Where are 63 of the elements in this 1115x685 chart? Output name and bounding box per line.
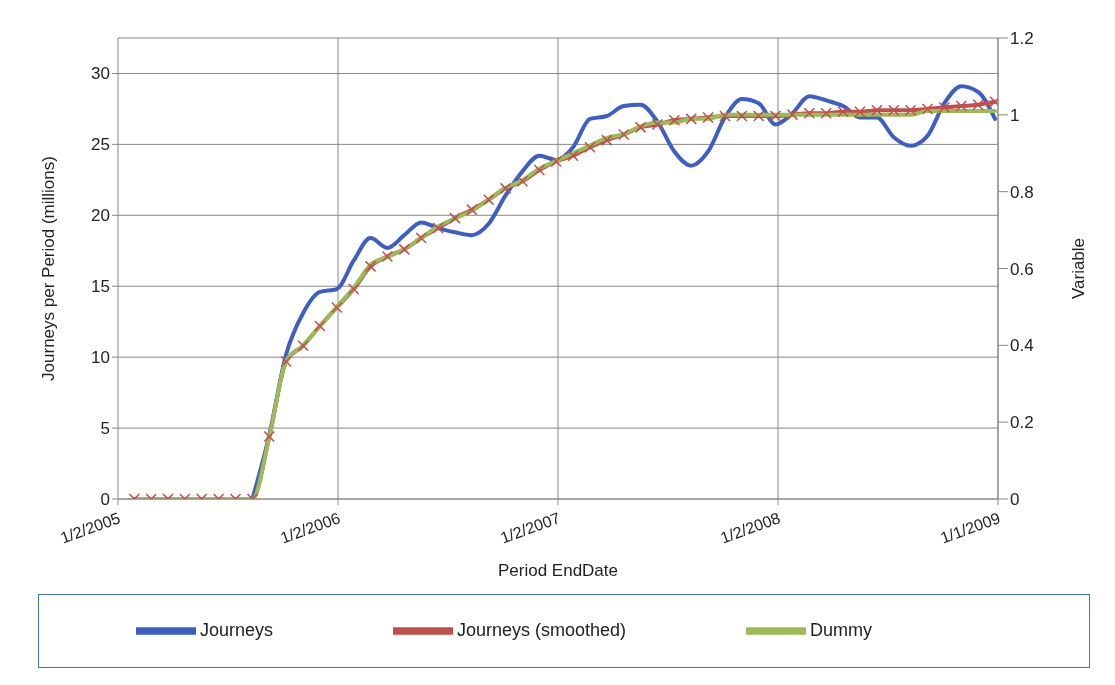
point	[685, 113, 697, 125]
point	[466, 203, 478, 216]
point	[601, 134, 613, 146]
legend-label: Journeys (smoothed)	[456, 619, 627, 640]
point	[651, 118, 664, 131]
point	[938, 101, 951, 114]
y-tick-label: 15	[91, 277, 110, 297]
point	[533, 164, 546, 176]
point	[415, 232, 427, 244]
y-tick-label: 30	[91, 64, 110, 84]
point	[820, 107, 832, 119]
point	[769, 110, 782, 122]
y2-tick-label: 1.2	[1010, 29, 1034, 49]
point	[803, 107, 816, 119]
y2-tick-label: 0.4	[1010, 336, 1034, 356]
y-tick-label: 20	[91, 206, 110, 226]
point	[617, 128, 630, 141]
y2-tick-label: 0.8	[1010, 182, 1034, 202]
point	[280, 355, 292, 368]
point	[752, 110, 765, 122]
y-tick-label: 5	[100, 419, 110, 439]
point	[550, 155, 562, 168]
point	[516, 175, 529, 188]
point	[347, 283, 360, 295]
y-tick-label: 10	[91, 348, 110, 368]
y2-tick-label: 0	[1010, 490, 1020, 510]
point	[482, 193, 495, 206]
point	[364, 260, 377, 273]
point	[702, 111, 714, 124]
point	[263, 430, 276, 443]
y-tick-label: 25	[91, 135, 110, 155]
point	[398, 243, 411, 256]
x-axis-title: Period EndDate	[497, 561, 619, 580]
point	[871, 104, 883, 117]
point	[314, 320, 326, 332]
point	[972, 98, 984, 111]
point	[921, 103, 934, 115]
point	[584, 141, 596, 153]
y2-axis-title: Variable	[1069, 237, 1089, 300]
point	[449, 212, 461, 224]
y-axis-title: Journeys per Period (millions)	[39, 156, 59, 381]
legend-label: Journeys	[199, 619, 273, 640]
point	[736, 110, 748, 122]
legend-label: Dummy	[810, 619, 873, 640]
point	[887, 104, 900, 117]
y2-tick-label: 0.6	[1010, 259, 1034, 279]
point	[837, 106, 849, 118]
point	[719, 110, 731, 122]
point	[432, 222, 444, 234]
point	[381, 250, 394, 263]
point	[567, 149, 579, 162]
y2-tick-label: 1	[1010, 105, 1020, 125]
point	[904, 104, 917, 117]
point	[668, 114, 681, 127]
point	[331, 301, 343, 314]
point	[634, 121, 647, 134]
point	[786, 108, 799, 121]
y2-tick-label: 0.2	[1010, 413, 1034, 433]
point	[499, 182, 512, 195]
point	[297, 340, 309, 352]
point	[854, 106, 866, 118]
y-tick-label: 0	[100, 490, 110, 510]
point	[955, 100, 967, 112]
